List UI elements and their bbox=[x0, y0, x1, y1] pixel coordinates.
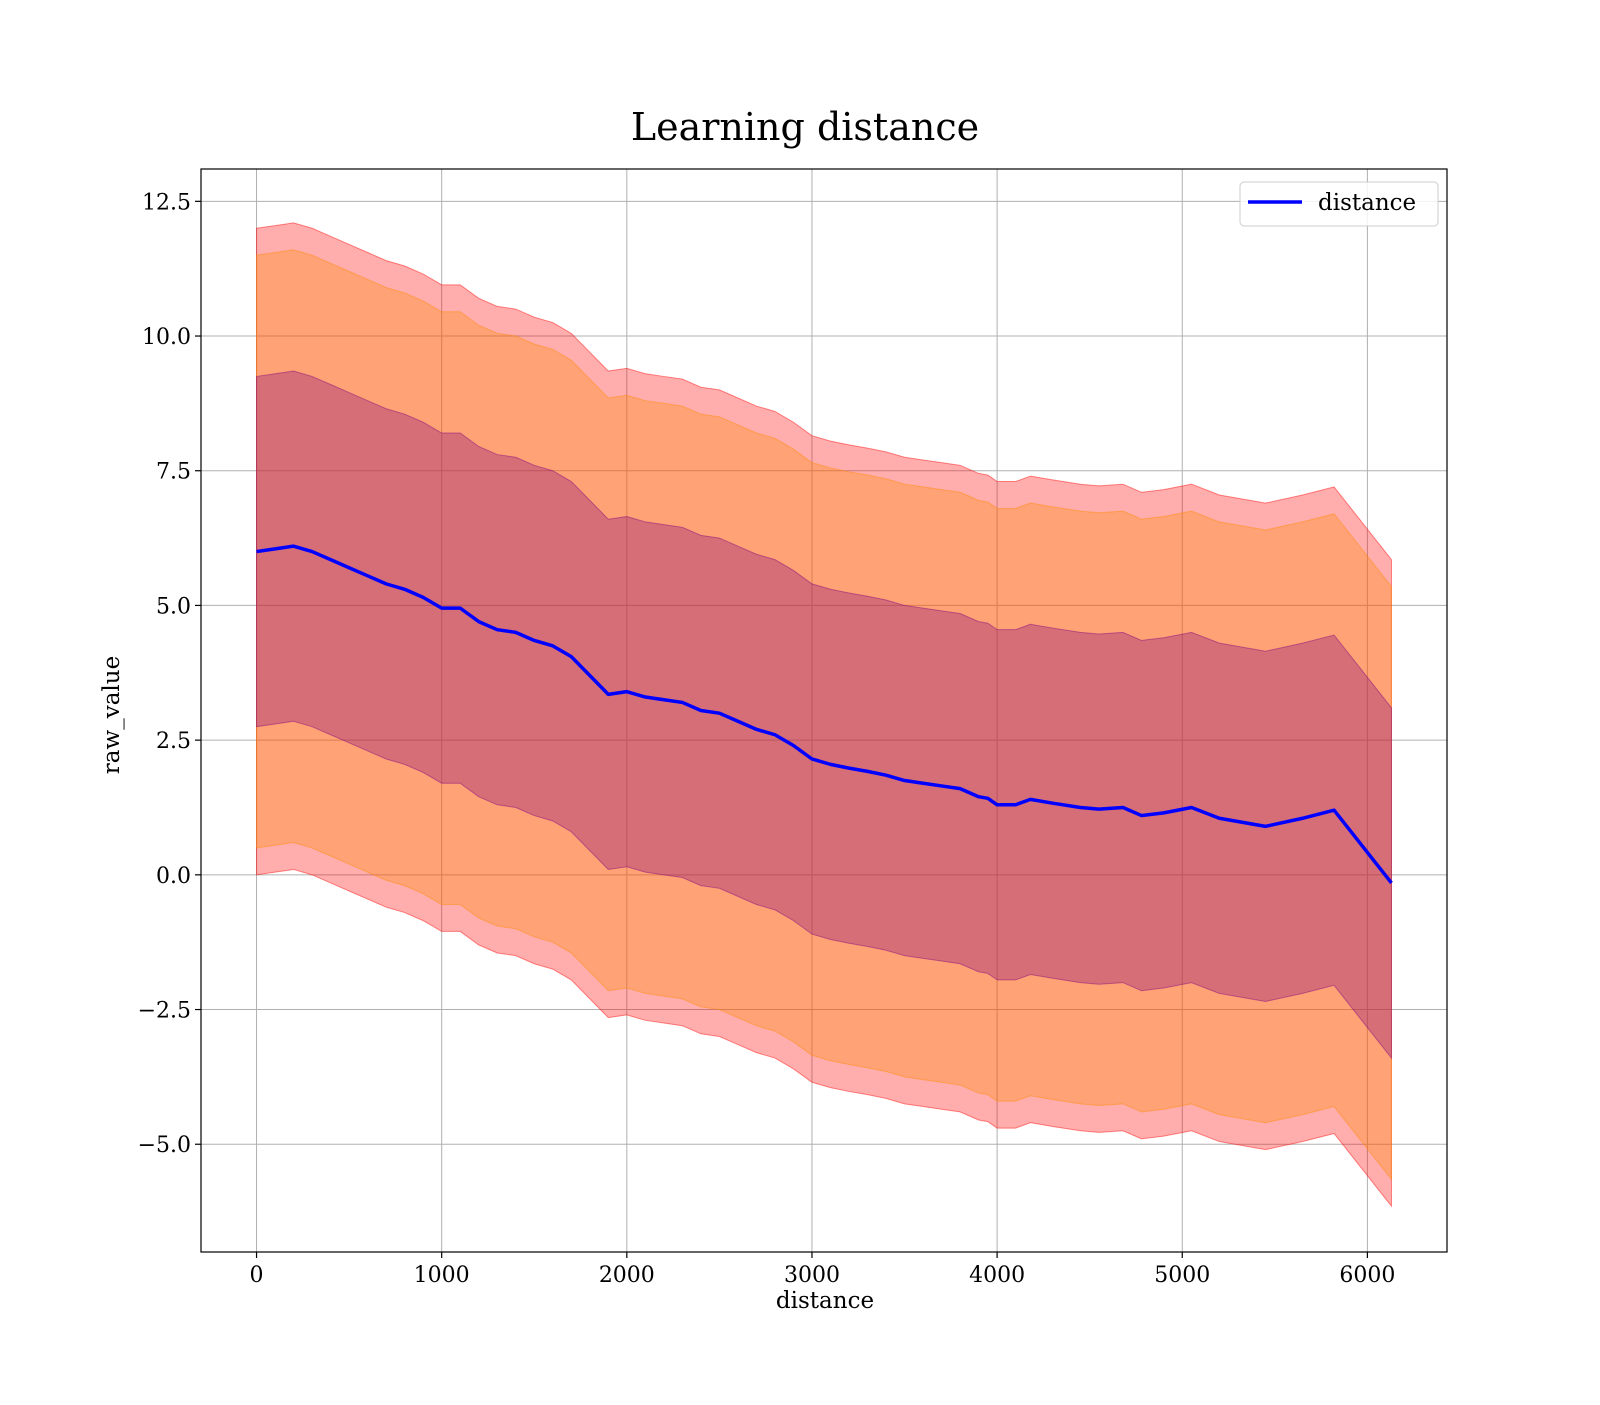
y-tick-label: 0.0 bbox=[156, 864, 191, 889]
x-tick-label: 0 bbox=[250, 1263, 264, 1288]
series-line-distance bbox=[256, 544, 1393, 885]
legend: distance bbox=[1239, 181, 1439, 227]
x-tick-label: 4000 bbox=[969, 1263, 1025, 1288]
x-axis-ticks: 0 1000 2000 3000 4000 5000 6000 bbox=[250, 1252, 1395, 1288]
series-lines bbox=[256, 544, 1393, 885]
y-axis-label: raw_value bbox=[99, 656, 125, 774]
x-tick-label: 5000 bbox=[1154, 1263, 1210, 1288]
x-tick-label: 6000 bbox=[1339, 1263, 1395, 1288]
y-tick-label: 7.5 bbox=[156, 460, 191, 485]
y-tick-label: 5.0 bbox=[156, 594, 191, 619]
x-tick-label: 1000 bbox=[414, 1263, 470, 1288]
y-tick-label: 12.5 bbox=[142, 190, 191, 215]
legend-box bbox=[1239, 181, 1439, 227]
chart-title: Learning distance bbox=[631, 105, 979, 149]
band-inner bbox=[256, 370, 1392, 1060]
y-tick-label: 10.0 bbox=[142, 325, 191, 350]
y-axis-ticks: −5.0 −2.5 0.0 2.5 5.0 7.5 10.0 12.5 bbox=[138, 190, 201, 1158]
y-tick-label: −5.0 bbox=[138, 1133, 191, 1158]
y-tick-label: 2.5 bbox=[156, 729, 191, 754]
grid-lines bbox=[201, 169, 1447, 1252]
x-tick-label: 2000 bbox=[599, 1263, 655, 1288]
y-tick-label: −2.5 bbox=[138, 999, 191, 1024]
band-outer bbox=[256, 222, 1392, 1208]
confidence-bands bbox=[256, 222, 1392, 1208]
band-middle bbox=[256, 249, 1392, 1181]
plot-frame bbox=[200, 168, 1448, 1253]
x-axis-label: distance bbox=[776, 1288, 874, 1314]
legend-label: distance bbox=[1318, 190, 1416, 216]
x-tick-label: 3000 bbox=[784, 1263, 840, 1288]
